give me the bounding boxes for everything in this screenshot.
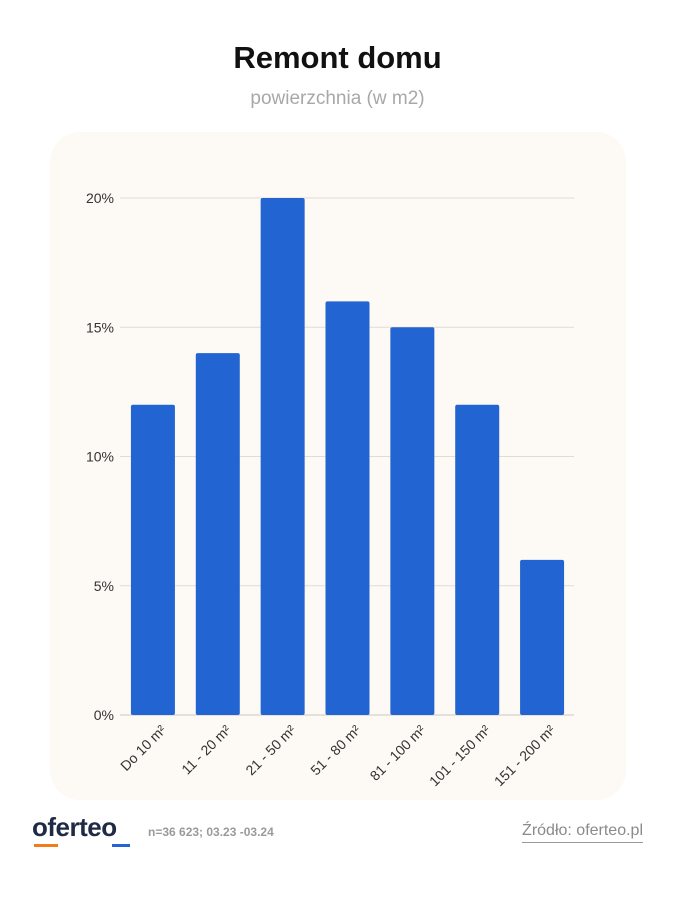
- x-tick-label: Do 10 m²: [117, 722, 169, 774]
- y-tick-label: 10%: [86, 449, 114, 465]
- x-tick-label: 11 - 20 m²: [178, 722, 234, 778]
- y-tick-label: 0%: [94, 707, 114, 723]
- chart-title: Remont domu: [233, 40, 442, 75]
- bar: [195, 353, 240, 715]
- source-link[interactable]: Źródło: oferteo.pl: [522, 822, 643, 843]
- x-tick-label: 101 - 150 m²: [426, 722, 494, 790]
- bar: [130, 404, 175, 715]
- y-tick-label: 20%: [86, 190, 114, 206]
- x-tick-label: 51 - 80 m²: [307, 722, 364, 779]
- logo-accent-blue: [112, 844, 130, 847]
- x-tick-label: 81 - 100 m²: [367, 722, 429, 784]
- bar: [520, 559, 565, 715]
- bar-chart: 0% 5% 10% 15% 20% Do 10 m² 11 - 20 m² 21 - 50 m…: [86, 190, 574, 790]
- chart-card: 0% 5% 10% 15% 20% Do 10 m² 11 - 20 m² 21 - 50 m…: [50, 132, 626, 800]
- oferteo-logo: oferteo: [32, 812, 117, 842]
- x-tick-label: 21 - 50 m²: [242, 722, 299, 779]
- bar: [260, 198, 305, 715]
- bar: [455, 404, 500, 715]
- y-tick-label: 15%: [86, 319, 114, 335]
- logo-accent-orange: [34, 844, 58, 847]
- chart-subtitle: powierzchnia (w m2): [250, 88, 425, 109]
- x-tick-label: 151 - 200 m²: [491, 722, 559, 790]
- y-tick-label: 5%: [94, 578, 114, 594]
- sample-info: n=36 623; 03.23 -03.24: [148, 825, 274, 839]
- bar: [390, 327, 435, 715]
- bar: [325, 301, 370, 715]
